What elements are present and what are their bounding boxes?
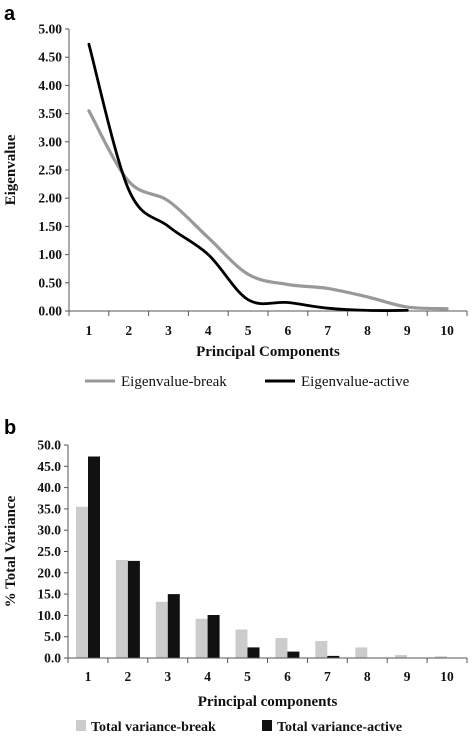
- panel-a-axes: [65, 28, 468, 316]
- bar: [127, 560, 140, 658]
- x-tick-label: 2: [124, 669, 131, 684]
- bar: [155, 601, 168, 658]
- y-tick-label: 20.0: [37, 565, 61, 580]
- y-tick-label: 0.00: [38, 304, 62, 319]
- y-tick-label: 3.00: [38, 134, 62, 149]
- bar: [287, 651, 300, 658]
- y-tick-label: 0.0: [44, 651, 61, 666]
- legend-swatch-0: [76, 720, 86, 731]
- y-tick-label: 3.50: [38, 106, 62, 121]
- panel-b-x-tick-labels: 1 2 3 4 5 6 7 8 9 10: [85, 669, 454, 684]
- y-tick-label: 5.00: [38, 22, 62, 37]
- y-tick-label: 25.0: [37, 544, 61, 559]
- legend-label: Total variance-break: [91, 720, 216, 735]
- y-tick-label: 15.0: [37, 587, 61, 602]
- x-tick-label: 2: [125, 323, 132, 338]
- y-tick-label: 45.0: [37, 459, 61, 474]
- panel-a-x-axis-label: Principal Components: [196, 344, 340, 360]
- y-tick-label: 4.50: [38, 50, 62, 65]
- legend-label: Total variance-active: [277, 720, 402, 735]
- x-tick-label: 6: [285, 323, 292, 338]
- bar: [315, 641, 328, 658]
- x-tick-label: 10: [440, 669, 454, 684]
- x-tick-label: 7: [324, 323, 331, 338]
- panel-a-y-axis-label: Eigenvalue: [3, 134, 19, 205]
- bar: [88, 456, 100, 658]
- panel-b-bars: [76, 456, 447, 658]
- y-tick-label: 0.50: [38, 275, 62, 290]
- x-tick-label: 9: [404, 669, 411, 684]
- panel-b-legend: Total variance-break Total variance-activ…: [76, 720, 402, 735]
- panel-b-letter: b: [4, 417, 16, 439]
- panel-b-variance-bar-chart: b 0.0 5.0 10.0 15.0 20.0 25.0 30.0 35.0 40.0 45.0…: [3, 417, 468, 735]
- x-tick-label: 1: [85, 669, 92, 684]
- y-tick-label: 35.0: [37, 501, 61, 516]
- x-tick-label: 7: [324, 669, 331, 684]
- panel-b-y-axis-label: % Total Variance: [3, 495, 19, 607]
- panel-a-series-lines: [87, 42, 449, 312]
- legend-swatch-1: [262, 720, 272, 731]
- y-tick-label: 1.00: [38, 247, 62, 262]
- x-tick-label: 4: [204, 669, 211, 684]
- panel-a-y-tick-labels: 0.00 0.50 1.00 1.50 2.00 2.50 3.00 3.50 4.00 4.50…: [38, 22, 62, 319]
- y-tick-label: 50.0: [37, 438, 61, 453]
- x-tick-label: 3: [164, 669, 171, 684]
- bar: [235, 629, 248, 658]
- y-tick-label: 2.00: [38, 191, 62, 206]
- bar: [395, 655, 408, 658]
- x-tick-label: 1: [86, 323, 93, 338]
- y-tick-label: 5.0: [44, 629, 61, 644]
- x-tick-label: 4: [205, 323, 212, 338]
- x-tick-label: 10: [440, 323, 454, 338]
- panel-a-legend: Eigenvalue-break Eigenvalue-active: [85, 374, 410, 390]
- y-tick-label: 4.00: [38, 78, 62, 93]
- bar: [275, 638, 288, 658]
- bar: [207, 615, 220, 658]
- series-line-eigenvalue-break: [87, 109, 449, 311]
- panel-a-eigenvalue-line-chart: a 0.00 0.50 1.00 1.50 2.00 2.50 3.00 3.50 4.00 4.…: [3, 3, 468, 390]
- panel-a-letter: a: [4, 3, 16, 25]
- legend-label: Eigenvalue-active: [301, 374, 410, 390]
- x-tick-label: 6: [284, 669, 291, 684]
- panel-a-x-tick-labels: 1 2 3 4 5 6 7 8 9 10: [86, 323, 455, 338]
- x-tick-label: 8: [364, 669, 371, 684]
- y-tick-label: 1.50: [38, 219, 62, 234]
- bar: [195, 618, 208, 658]
- x-tick-label: 8: [364, 323, 371, 338]
- panel-b-x-axis-label: Principal components: [198, 694, 338, 710]
- bar: [247, 647, 260, 658]
- panel-b-y-tick-labels: 0.0 5.0 10.0 15.0 20.0 25.0 30.0 35.0 40.0 45.0 50…: [37, 438, 61, 666]
- y-tick-label: 40.0: [37, 480, 61, 495]
- y-tick-label: 30.0: [37, 523, 61, 538]
- bar: [355, 647, 368, 658]
- y-tick-label: 2.50: [38, 163, 62, 178]
- y-tick-label: 10.0: [37, 608, 61, 623]
- bar: [76, 506, 88, 658]
- bar: [327, 655, 340, 658]
- panel-b-axes: [64, 444, 468, 663]
- bar: [167, 594, 180, 658]
- x-tick-label: 5: [244, 669, 251, 684]
- legend-label: Eigenvalue-break: [121, 374, 227, 390]
- x-tick-label: 3: [165, 323, 172, 338]
- bar: [435, 656, 447, 658]
- x-tick-label: 9: [404, 323, 411, 338]
- series-line-eigenvalue-active: [87, 42, 409, 312]
- bar: [115, 560, 128, 658]
- x-tick-label: 5: [245, 323, 252, 338]
